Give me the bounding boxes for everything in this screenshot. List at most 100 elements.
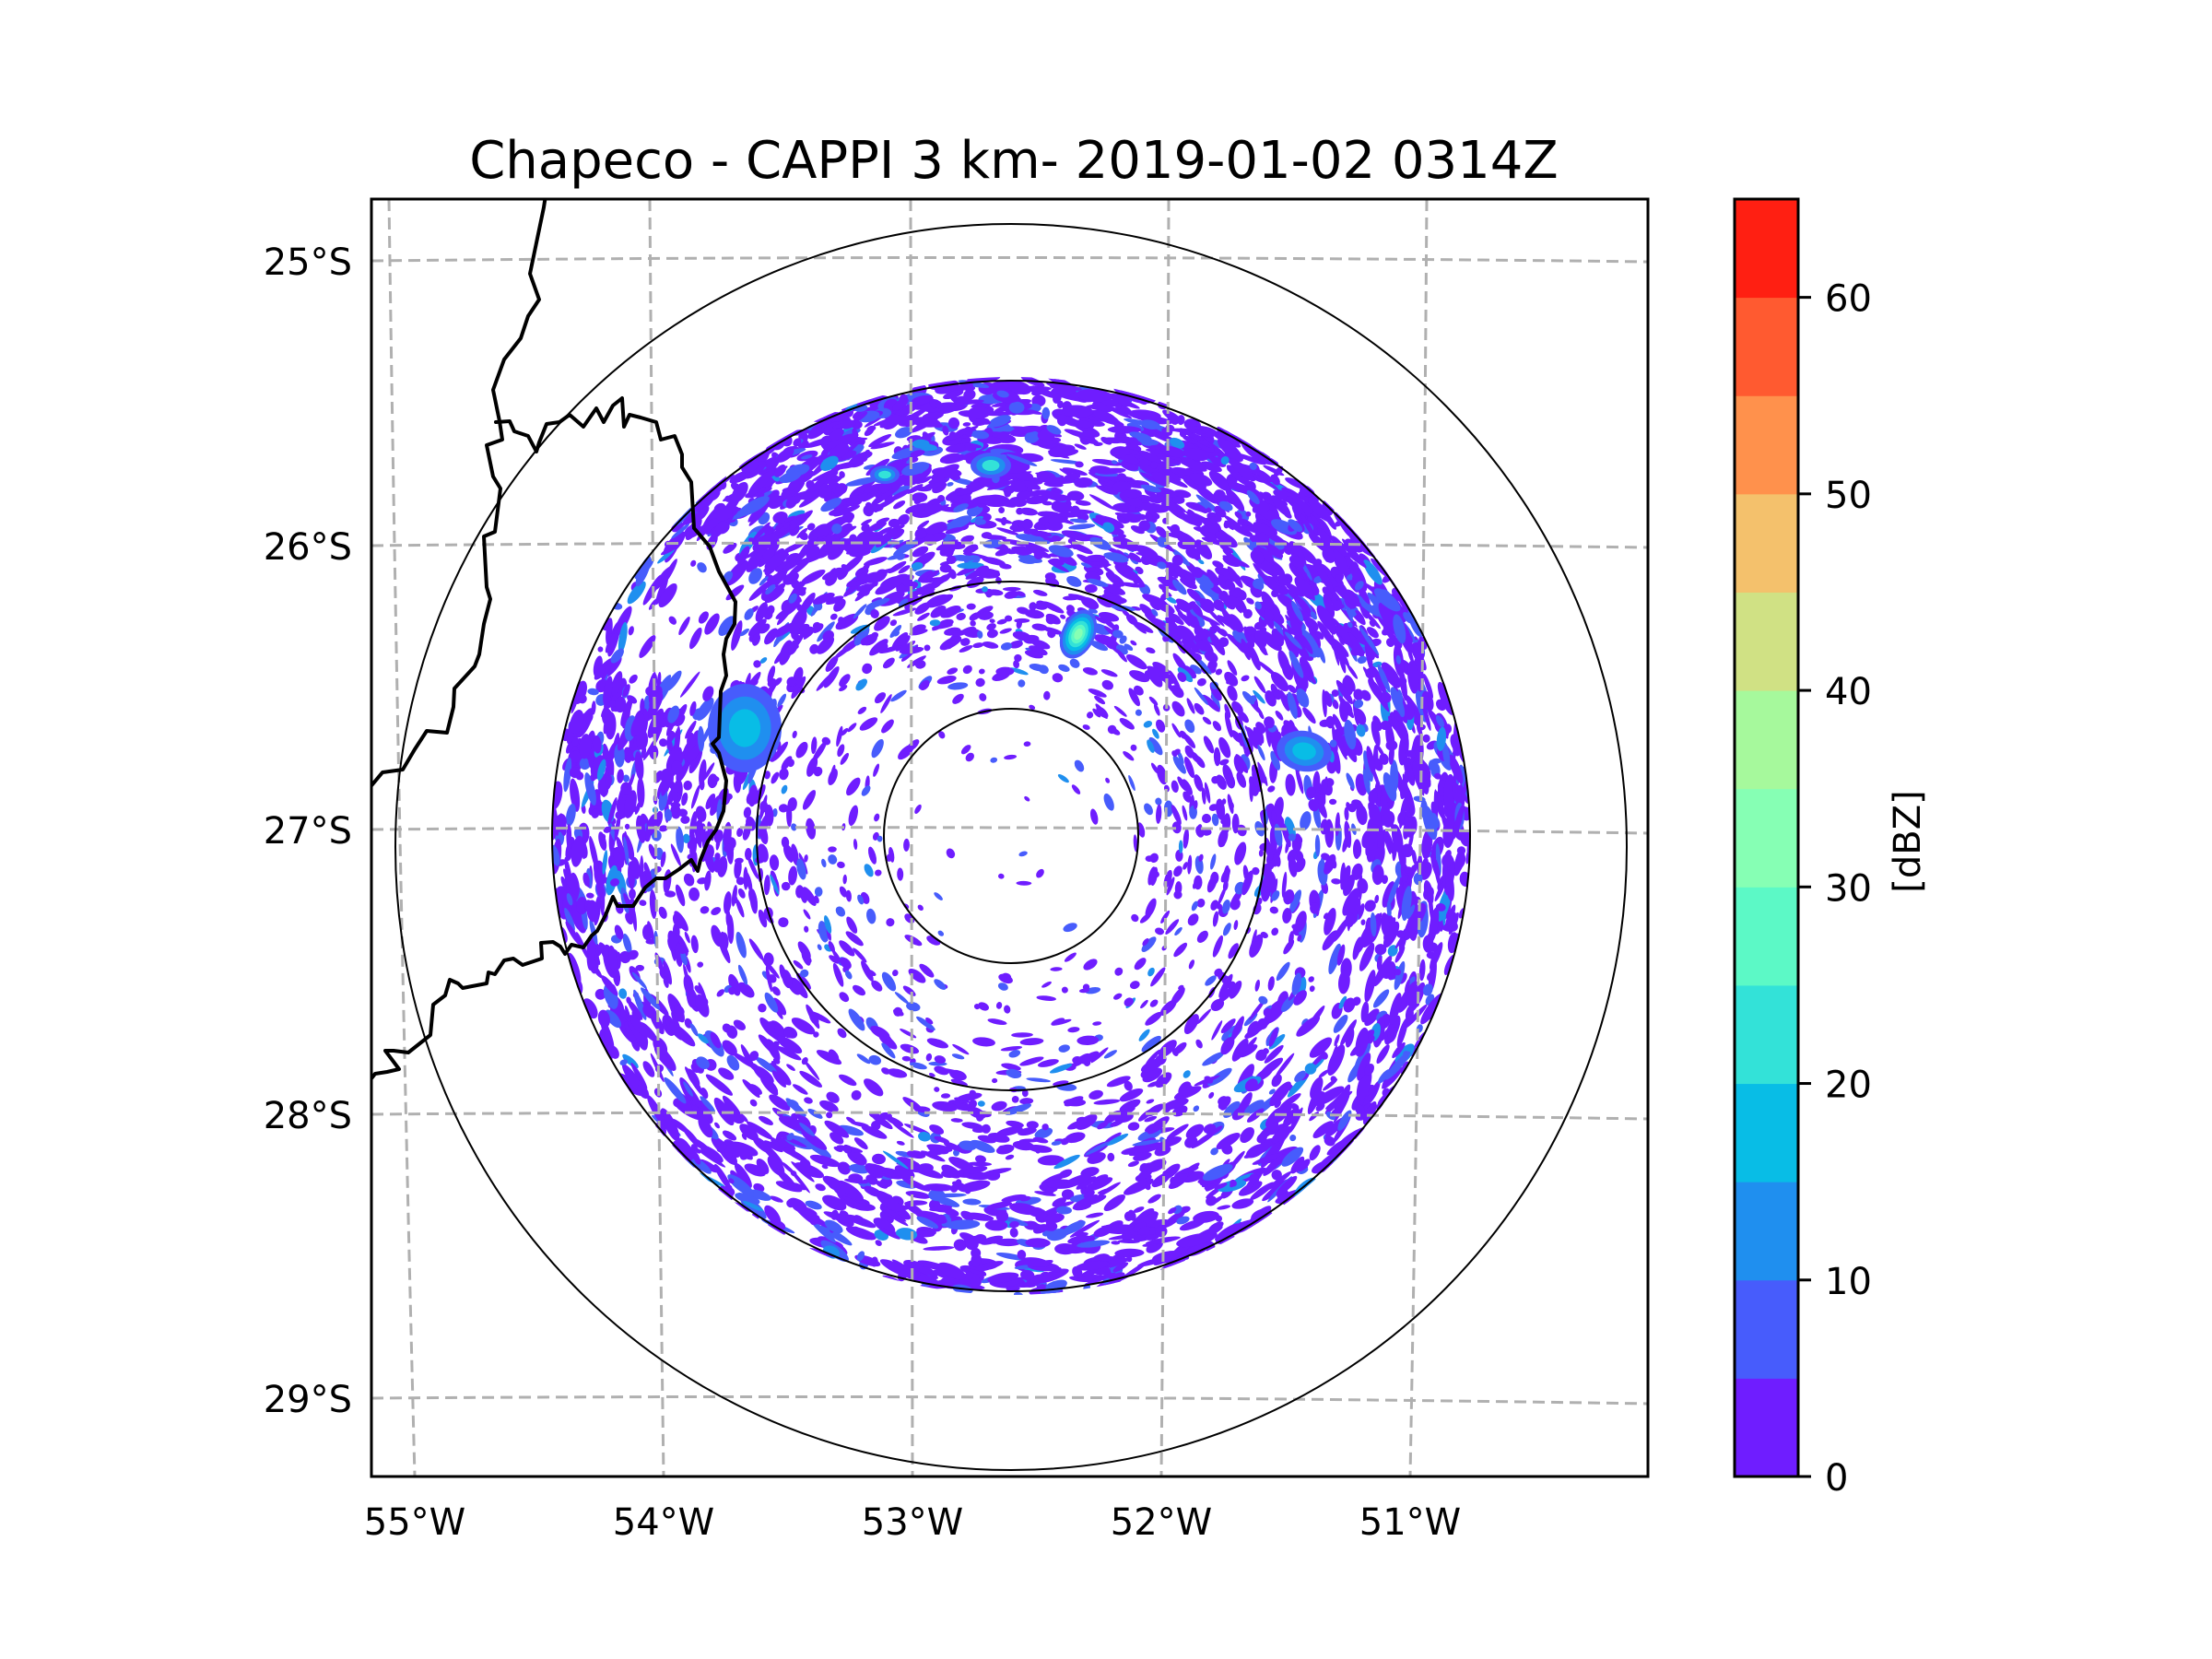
radar-echo bbox=[1123, 1178, 1154, 1195]
radar-echo bbox=[1360, 919, 1366, 925]
radar-echo bbox=[1211, 430, 1241, 448]
radar-echo bbox=[622, 1053, 639, 1069]
radar-echo bbox=[959, 645, 973, 653]
radar-echo bbox=[1083, 959, 1098, 971]
radar-echo bbox=[908, 968, 926, 983]
radar-echo bbox=[917, 520, 930, 530]
radar-echo bbox=[1260, 629, 1282, 652]
radar-echo bbox=[1041, 406, 1051, 419]
radar-echo bbox=[853, 626, 870, 646]
radar-echo bbox=[1119, 1088, 1144, 1102]
radar-echo bbox=[1217, 1205, 1231, 1210]
radar-echo bbox=[1037, 511, 1062, 518]
radar-echo bbox=[1409, 804, 1416, 817]
radar-echo bbox=[805, 1200, 822, 1210]
radar-echo bbox=[1218, 736, 1231, 759]
radar-echo bbox=[1249, 999, 1265, 1020]
radar-echo bbox=[1224, 712, 1233, 738]
radar-echo bbox=[937, 494, 946, 502]
radar-echo bbox=[928, 1072, 935, 1077]
radar-echo bbox=[1018, 679, 1026, 688]
radar-echo bbox=[1279, 1093, 1301, 1109]
radar-echo bbox=[967, 1161, 993, 1167]
radar-echo bbox=[1239, 1181, 1263, 1196]
radar-echo bbox=[863, 557, 888, 566]
radar-echo bbox=[1199, 584, 1221, 600]
colorbar-tick-label: 60 bbox=[1825, 278, 1872, 321]
reflectivity-cell bbox=[982, 460, 1000, 471]
x-tick-label: 55°W bbox=[364, 1501, 465, 1544]
radar-echo bbox=[1067, 1027, 1080, 1033]
radar-echo bbox=[799, 1070, 823, 1088]
radar-echo bbox=[1202, 716, 1212, 725]
colorbar-tick-label: 20 bbox=[1825, 1065, 1872, 1107]
radar-echo bbox=[1063, 1098, 1087, 1107]
radar-echo bbox=[1149, 999, 1159, 1007]
colorbar-tick-label: 30 bbox=[1825, 867, 1872, 910]
radar-echo bbox=[1043, 690, 1051, 700]
radar-echo bbox=[1422, 734, 1430, 743]
radar-echo bbox=[700, 1088, 709, 1100]
radar-echo bbox=[880, 694, 892, 713]
radar-echo bbox=[1008, 401, 1025, 414]
radar-echo bbox=[1019, 507, 1038, 516]
colorbar-tick-label: 0 bbox=[1825, 1457, 1848, 1500]
radar-echo bbox=[952, 1149, 960, 1157]
colorbar-bin bbox=[1735, 984, 1798, 1085]
radar-echo bbox=[950, 1078, 968, 1087]
radar-echo bbox=[889, 619, 898, 627]
radar-echo-layer bbox=[552, 377, 1470, 1295]
radar-echo bbox=[1200, 461, 1222, 473]
colorbar-bin bbox=[1735, 199, 1798, 299]
radar-echo bbox=[791, 1018, 816, 1035]
radar-echo bbox=[934, 1055, 947, 1065]
radar-echo bbox=[1196, 898, 1206, 908]
radar-echo bbox=[1145, 1182, 1151, 1191]
radar-echo bbox=[833, 1146, 843, 1152]
radar-echo bbox=[1013, 660, 1020, 669]
radar-echo bbox=[1343, 874, 1355, 897]
radar-echo bbox=[1147, 967, 1155, 977]
radar-echo bbox=[725, 559, 748, 586]
radar-echo bbox=[1187, 913, 1199, 926]
colorbar-bin bbox=[1735, 1083, 1798, 1182]
radar-echo bbox=[1376, 1044, 1390, 1065]
x-tick-label: 54°W bbox=[613, 1501, 714, 1544]
y-tick-labels: 25°S26°S27°S28°S29°S bbox=[264, 241, 352, 1421]
radar-echo bbox=[1009, 1227, 1018, 1238]
radar-echo bbox=[839, 685, 848, 692]
radar-echo bbox=[1005, 1154, 1015, 1160]
radar-echo bbox=[921, 1150, 946, 1162]
radar-echo bbox=[1276, 961, 1290, 982]
x-tick-label: 52°W bbox=[1111, 1501, 1212, 1544]
colorbar-tick-label: 50 bbox=[1825, 475, 1872, 517]
radar-echo bbox=[1201, 787, 1206, 805]
radar-echo bbox=[690, 784, 700, 809]
radar-echo bbox=[996, 1126, 1023, 1136]
colorbar-label: [dBZ] bbox=[1887, 790, 1929, 892]
chart-title: Chapeco - CAPPI 3 km- 2019-01-02 0314Z bbox=[469, 131, 1559, 191]
colorbar-bin bbox=[1735, 297, 1798, 396]
radar-echo bbox=[1218, 886, 1227, 906]
radar-echo bbox=[1140, 999, 1148, 1009]
radar-echo bbox=[1243, 1143, 1274, 1159]
radar-echo bbox=[1258, 849, 1264, 857]
radar-echo bbox=[1188, 959, 1195, 970]
y-tick-label: 25°S bbox=[264, 241, 352, 284]
radar-echo bbox=[977, 1100, 985, 1107]
radar-echo bbox=[1182, 1070, 1191, 1078]
radar-echo bbox=[875, 1240, 882, 1247]
radar-echo bbox=[639, 635, 656, 658]
radar-echo bbox=[1026, 1077, 1052, 1083]
radar-echo bbox=[926, 935, 941, 946]
radar-echo bbox=[1183, 1014, 1199, 1035]
radar-echo bbox=[1023, 741, 1031, 747]
radar-echo bbox=[736, 827, 744, 838]
x-tick-label: 51°W bbox=[1359, 1501, 1461, 1544]
radar-echo bbox=[639, 900, 647, 906]
radar-echo bbox=[949, 1069, 967, 1081]
radar-echo bbox=[1403, 813, 1413, 840]
radar-echo bbox=[1103, 1194, 1125, 1211]
